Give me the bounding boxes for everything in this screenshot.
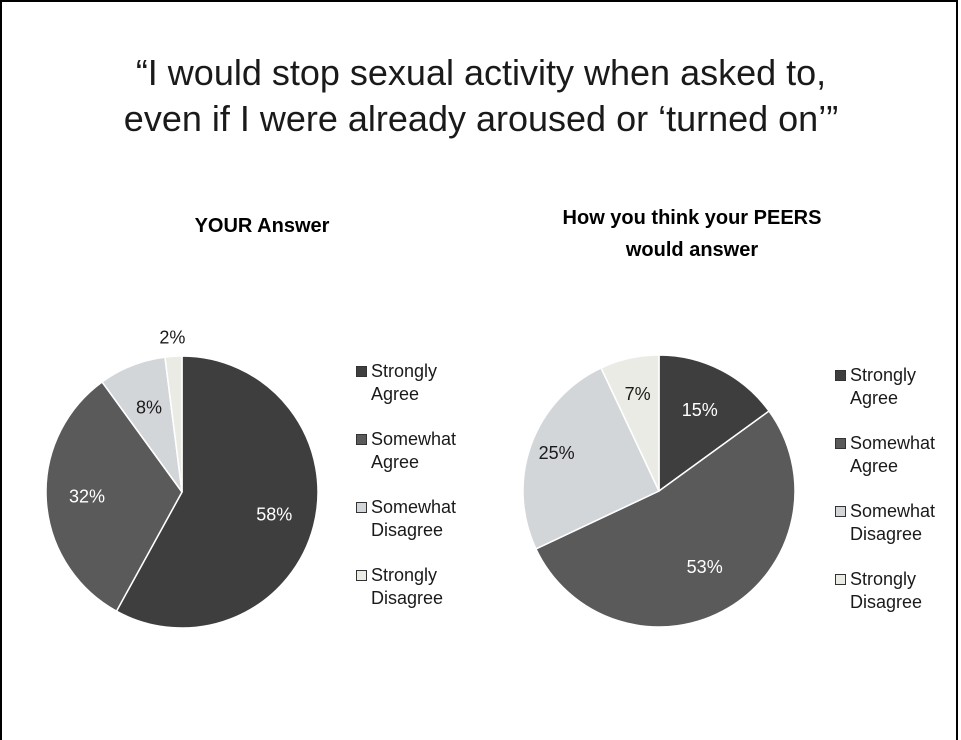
legend-peers-answer: Strongly Agree Somewhat Agree Somewhat D… (835, 364, 935, 636)
legend-swatch (835, 370, 846, 381)
data-label-strongly-disagree: 2% (159, 327, 185, 347)
legend-swatch (835, 438, 846, 449)
legend-item-strongly-agree: Strongly Agree (356, 360, 456, 406)
chart-title-your-answer: YOUR Answer (194, 215, 330, 237)
slide-title-line-2: even if I were already aroused or ‘turne… (123, 98, 839, 139)
legend-label: Strongly Disagree (850, 569, 923, 612)
legend-swatch (835, 506, 846, 517)
data-label-somewhat-disagree: 25% (539, 443, 575, 463)
legend-item-strongly-agree: Strongly Agree (835, 364, 935, 410)
legend-item-strongly-disagree: Strongly Disagree (356, 564, 456, 610)
pie-chart-your-answer: 58% 32% 8% 2% (45, 327, 319, 629)
data-label-somewhat-disagree: 8% (136, 397, 162, 417)
slide-title-line-1: “I would stop sexual activity when asked… (135, 52, 827, 93)
legend-swatch (835, 574, 846, 585)
legend-item-somewhat-agree: Somewhat Agree (356, 428, 456, 474)
chart-title-peers-answer: How you think your PEERS would answer (562, 207, 822, 261)
legend-label: Somewhat Disagree (371, 497, 457, 540)
legend-item-somewhat-agree: Somewhat Agree (835, 432, 935, 478)
legend-item-somewhat-disagree: Somewhat Disagree (835, 500, 935, 546)
legend-label: Somewhat Agree (850, 433, 936, 476)
legend-swatch (356, 502, 367, 513)
data-label-somewhat-agree: 32% (69, 487, 105, 507)
data-label-strongly-disagree: 7% (625, 384, 651, 404)
slide-title: “I would stop sexual activity when asked… (2, 50, 960, 142)
legend-label: Somewhat Disagree (850, 501, 936, 544)
legend-label: Strongly Agree (371, 361, 438, 404)
legend-swatch (356, 366, 367, 377)
pie-slice-strongly-disagree (164, 355, 183, 493)
data-label-strongly-agree: 15% (682, 400, 718, 420)
legend-item-somewhat-disagree: Somewhat Disagree (356, 496, 456, 542)
legend-swatch (356, 434, 367, 445)
pie-slice-somewhat-agree (45, 380, 183, 613)
legend-swatch (356, 570, 367, 581)
pie-slice-somewhat-agree (534, 410, 796, 628)
data-label-strongly-agree: 58% (256, 504, 292, 524)
legend-label: Strongly Disagree (371, 565, 444, 608)
data-label-somewhat-agree: 53% (687, 557, 723, 577)
pie-slice-somewhat-disagree (522, 366, 660, 550)
pie-slice-strongly-agree (115, 355, 319, 629)
pie-slice-strongly-agree (658, 354, 771, 493)
legend-label: Strongly Agree (850, 365, 917, 408)
pie-chart-peers-answer: 15% 53% 25% 7% (522, 354, 796, 628)
legend-your-answer: Strongly Agree Somewhat Agree Somewhat D… (356, 360, 456, 632)
pie-slice-strongly-disagree (600, 354, 660, 492)
legend-label: Somewhat Agree (371, 429, 457, 472)
legend-item-strongly-disagree: Strongly Disagree (835, 568, 935, 614)
